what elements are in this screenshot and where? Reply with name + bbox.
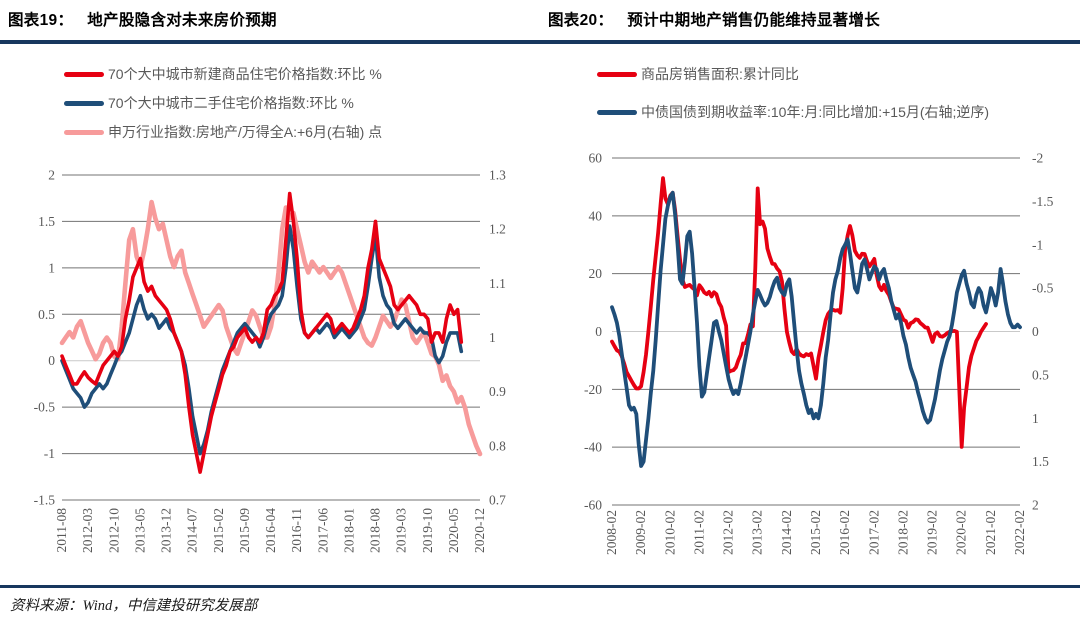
x-axis-tick-label: 2012-02	[721, 510, 736, 555]
right-axis-tick-label: 2	[1032, 498, 1039, 513]
legend-label: 商品房销售面积:累计同比	[641, 66, 799, 83]
x-axis-tick-label: 2018-02	[895, 510, 910, 555]
chart20-title: 图表20： 预计中期地产销售仍能维持显著增长	[548, 8, 880, 30]
x-axis-tick-label: 2019-02	[925, 510, 940, 555]
chart20-title-prefix: 图表20：	[548, 12, 614, 29]
left-axis-tick-label: 20	[589, 266, 603, 281]
right-axis-tick-label: 0	[1032, 324, 1039, 339]
x-axis-tick-label: 2016-04	[263, 508, 278, 553]
x-axis-tick-label: 2016-02	[837, 510, 852, 555]
chart19-title: 图表19： 地产股隐含对未来房价预期	[8, 8, 277, 30]
x-axis-tick-label: 2021-02	[983, 510, 998, 555]
left-axis-tick-label: 40	[589, 208, 603, 223]
left-axis-tick-label: 1.5	[38, 214, 55, 229]
legend-item-sw-index: 申万行业指数:房地产/万得全A:+6月(右轴) 点	[64, 118, 382, 147]
x-axis-tick-label: 2010-02	[662, 510, 677, 555]
x-axis-tick-label: 2011-02	[691, 510, 706, 555]
chart20-title-text: 预计中期地产销售仍能维持显著增长	[627, 12, 881, 29]
right-axis-tick-label: 0.8	[489, 438, 506, 453]
x-axis-tick-label: 2012-10	[106, 508, 121, 553]
x-axis-tick-label: 2019-03	[394, 508, 409, 553]
right-axis-tick-label: 1	[1032, 411, 1039, 426]
housing-price-expectation-chart: 21.510.50-0.5-1-1.51.31.21.110.90.80.720…	[34, 168, 507, 554]
left-axis-tick-label: -60	[584, 498, 602, 513]
legend-item-bond-yield: 中债国债到期收益率:10年:月:同比增加:+15月(右轴;逆序)	[597, 102, 1042, 122]
x-axis-tick-label: 2015-02	[808, 510, 823, 555]
x-axis-tick-label: 2013-05	[132, 508, 147, 553]
x-axis-tick-label: 2020-12	[472, 508, 487, 553]
series-line-blue	[610, 190, 1022, 468]
x-axis-tick-label: 2017-06	[315, 508, 330, 553]
legend-label: 70个大中城市二手住宅价格指数:环比 %	[108, 95, 354, 112]
x-axis-tick-label: 2014-02	[779, 510, 794, 555]
x-axis-tick-label: 2009-02	[633, 510, 648, 555]
legend-label: 申万行业指数:房地产/万得全A:+6月(右轴) 点	[108, 124, 383, 141]
x-axis-tick-label: 2015-02	[211, 508, 226, 553]
right-axis-tick-label: 1.3	[489, 168, 506, 183]
right-axis-tick-label: 0.7	[489, 493, 506, 508]
x-axis-tick-label: 2015-09	[237, 508, 252, 553]
x-axis-tick-label: 2008-02	[604, 510, 619, 555]
left-axis-tick-label: 0	[48, 353, 55, 368]
legend-item-sales-area: 商品房销售面积:累计同比	[597, 60, 1042, 89]
x-axis-tick-label: 2016-11	[289, 508, 304, 553]
chart19-legend: 70个大中城市新建商品住宅价格指数:环比 % 70个大中城市二手住宅价格指数:环…	[64, 60, 382, 147]
chart19-title-prefix: 图表19：	[8, 12, 74, 29]
left-axis-tick-label: -1	[44, 446, 55, 461]
left-axis-tick-label: -0.5	[34, 400, 56, 415]
x-axis-tick-label: 2022-02	[1012, 510, 1027, 555]
right-axis-tick-label: -1	[1032, 237, 1043, 252]
chart19-title-text: 地产股隐含对未来房价预期	[87, 12, 277, 29]
left-axis-tick-label: -1.5	[34, 493, 56, 508]
source-note: 资料来源：Wind，中信建投研究发展部	[10, 598, 258, 614]
right-axis-tick-label: -2	[1032, 151, 1043, 166]
right-axis-tick-label: 0.9	[489, 384, 506, 399]
legend-label: 70个大中城市新建商品住宅价格指数:环比 %	[108, 66, 382, 83]
legend-line-swatch-pink	[64, 130, 104, 135]
sales-vs-yield-chart: 60 40 20 0 -20 -40 -60 -2 -1.5 -1 -0.5 0 0.5 1 1.5 2 200…	[584, 151, 1054, 556]
legend-line-swatch-red	[597, 72, 637, 77]
x-axis-tick-label: 2012-03	[80, 508, 95, 553]
x-axis-tick-label: 2019-10	[420, 508, 435, 553]
x-axis-tick-label: 2017-02	[866, 510, 881, 555]
left-axis-tick-label: 0	[595, 324, 602, 339]
legend-label: 中债国债到期收益率:10年:月:同比增加:+15月(右轴;逆序)	[641, 104, 990, 120]
right-axis-tick-label: 0.5	[1032, 367, 1049, 382]
right-axis-tick-label: 1	[489, 330, 496, 345]
x-axis-tick-label: 2020-05	[446, 508, 461, 553]
left-axis-tick-label: 0.5	[38, 307, 55, 322]
right-axis-tick-label: 1.2	[489, 222, 506, 237]
legend-line-swatch-red	[64, 72, 104, 77]
x-axis-tick-label: 2013-12	[159, 508, 174, 553]
x-axis-tick-label: 2013-02	[750, 510, 765, 555]
x-axis-tick-label: 2014-07	[185, 508, 200, 553]
left-axis-tick-label: -40	[584, 440, 602, 455]
left-axis-tick-label: -20	[584, 382, 602, 397]
right-axis-tick-label: 1.5	[1032, 454, 1049, 469]
legend-item-secondhand: 70个大中城市二手住宅价格指数:环比 %	[64, 89, 382, 118]
right-axis-tick-label: -1.5	[1032, 194, 1054, 209]
footer-divider	[0, 585, 1080, 588]
series-line-red	[610, 176, 988, 449]
chart20-legend: 商品房销售面积:累计同比 中债国债到期收益率:10年:月:同比增加:+15月(右…	[597, 60, 1042, 122]
left-axis-tick-label: 60	[589, 151, 603, 166]
left-axis-tick-label: 2	[48, 168, 55, 183]
legend-line-swatch-blue	[597, 110, 637, 115]
x-axis-tick-label: 2011-08	[54, 508, 69, 553]
x-axis-tick-label: 2020-02	[954, 510, 969, 555]
header-divider	[0, 40, 1080, 44]
right-axis-tick-label: -0.5	[1032, 281, 1054, 296]
legend-line-swatch-blue	[64, 101, 104, 106]
x-axis-tick-label: 2018-01	[341, 508, 356, 553]
x-axis-tick-label: 2018-08	[368, 508, 383, 553]
right-axis-tick-label: 1.1	[489, 276, 506, 291]
legend-item-new-home: 70个大中城市新建商品住宅价格指数:环比 %	[64, 60, 382, 89]
left-axis-tick-label: 1	[48, 260, 55, 275]
series-line-red	[60, 191, 464, 474]
